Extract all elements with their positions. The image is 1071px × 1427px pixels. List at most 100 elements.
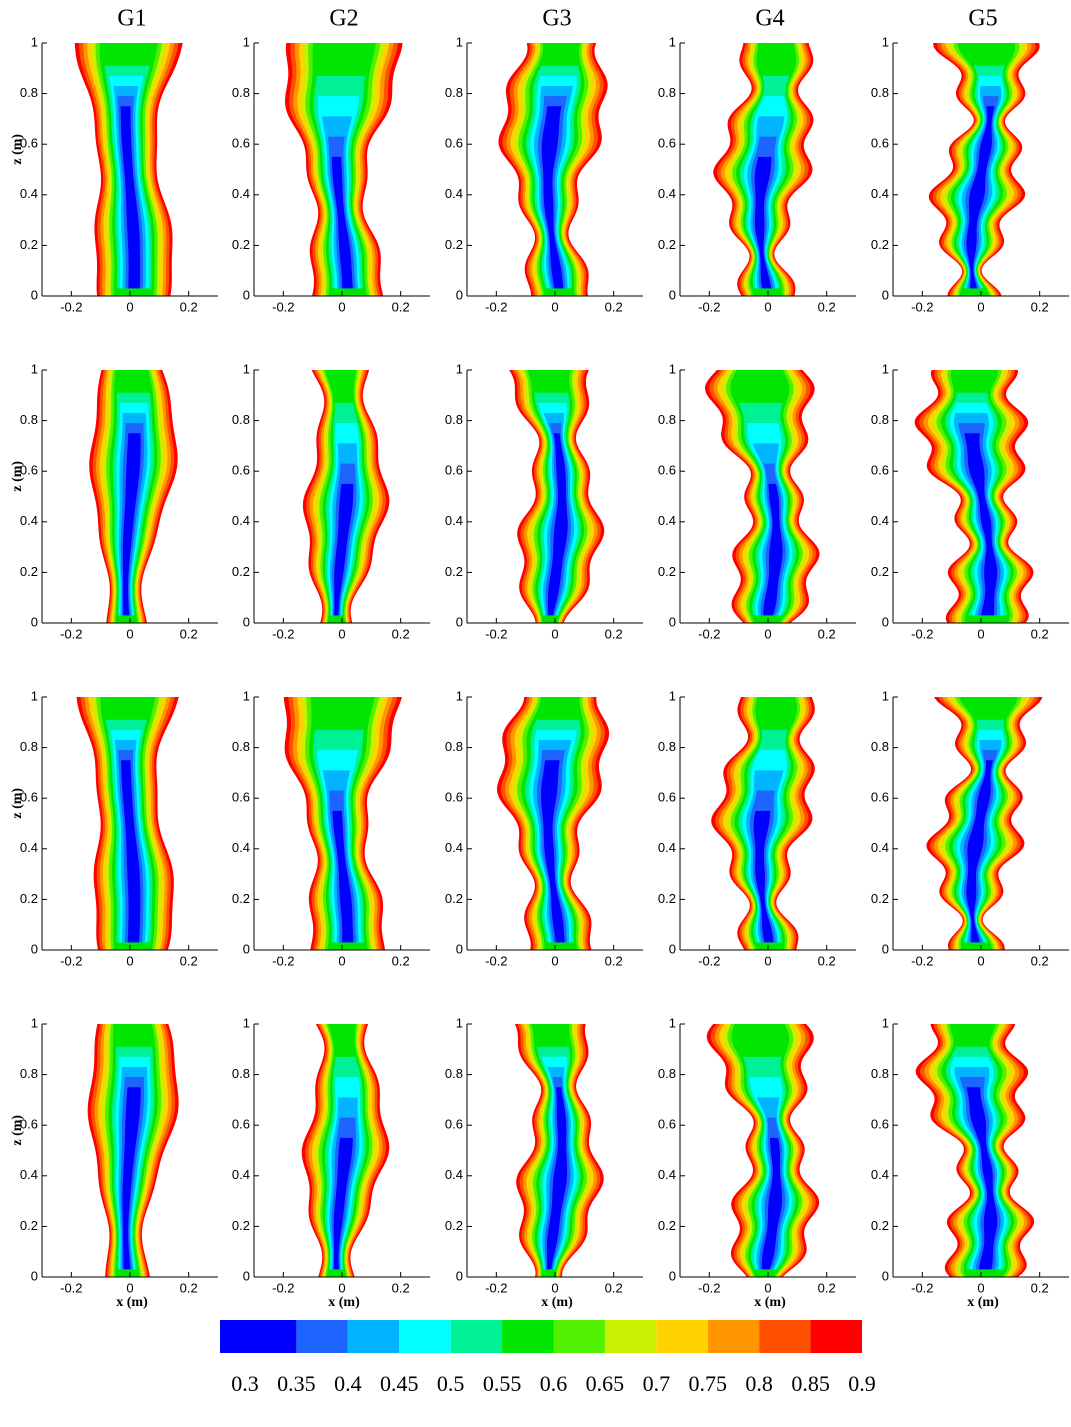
y-tick-label: 0.6 — [232, 136, 250, 151]
y-tick-label: 0 — [669, 1268, 676, 1283]
contour-band — [546, 1087, 568, 1270]
x-tick-label: -0.2 — [272, 299, 294, 314]
colorbar-box — [220, 1320, 297, 1353]
y-tick-label: 1 — [882, 688, 889, 703]
y-tick-label: 0.4 — [658, 1167, 676, 1182]
x-tick-label: -0.2 — [911, 299, 933, 314]
y-tick-label: 0.2 — [445, 237, 463, 252]
colorbar-box — [347, 1320, 400, 1353]
contour-band — [966, 1087, 998, 1270]
x-tick-label: 0.2 — [1031, 626, 1049, 641]
y-tick-label: 0.6 — [871, 136, 889, 151]
y-tick-label: 0.4 — [232, 186, 250, 201]
x-tick-label: 0.2 — [1031, 1280, 1049, 1295]
x-tick-label: -0.2 — [272, 953, 294, 968]
colorbar-box — [296, 1320, 348, 1353]
y-tick-label: 0.2 — [445, 564, 463, 579]
y-tick-label: 0.6 — [871, 463, 889, 478]
x-tick-label: 0 — [977, 626, 984, 641]
y-tick-label: 0.8 — [232, 1066, 250, 1081]
y-tick-label: 0.6 — [445, 790, 463, 805]
plume — [301, 1024, 390, 1277]
y-tick-label: 1 — [456, 361, 463, 376]
y-axis-label: z (m) — [10, 461, 25, 492]
plume — [514, 1024, 604, 1277]
x-tick-label: -0.2 — [485, 1280, 507, 1295]
y-tick-label: 0 — [882, 614, 889, 629]
y-tick-label: 0 — [882, 941, 889, 956]
x-tick-label: 0 — [764, 953, 771, 968]
y-tick-label: 0 — [31, 1268, 38, 1283]
x-tick-label: 0 — [338, 1280, 345, 1295]
y-tick-label: 0.4 — [871, 840, 889, 855]
plume — [498, 43, 608, 296]
x-tick-label: 0 — [764, 1280, 771, 1295]
y-tick-label: 0.2 — [232, 237, 250, 252]
x-tick-label: 0 — [338, 953, 345, 968]
x-tick-label: 0.2 — [605, 953, 623, 968]
column-title: G3 — [542, 6, 571, 32]
x-tick-label: 0 — [551, 953, 558, 968]
y-tick-label: 0.4 — [445, 186, 463, 201]
colorbar-label: 0.8 — [745, 1371, 773, 1396]
x-tick-label: 0.2 — [180, 299, 198, 314]
y-tick-label: 1 — [456, 1015, 463, 1030]
y-tick-label: 0 — [31, 941, 38, 956]
y-tick-label: 1 — [669, 34, 676, 49]
y-tick-label: 1 — [243, 1015, 250, 1030]
y-tick-label: 0.4 — [20, 513, 38, 528]
plume — [915, 1024, 1035, 1277]
y-tick-label: 0 — [882, 287, 889, 302]
x-tick-label: -0.2 — [272, 626, 294, 641]
plume — [89, 370, 178, 623]
contour-band — [331, 156, 353, 289]
x-tick-label: 0 — [338, 626, 345, 641]
colorbar-label: 0.35 — [277, 1371, 316, 1396]
contour-band — [966, 106, 995, 289]
y-tick-label: 0.6 — [232, 790, 250, 805]
y-tick-label: 0.6 — [658, 790, 676, 805]
y-tick-label: 0.8 — [658, 1066, 676, 1081]
x-tick-label: 0.2 — [818, 626, 836, 641]
y-tick-label: 0.8 — [232, 412, 250, 427]
x-tick-label: -0.2 — [60, 626, 82, 641]
x-tick-label: 0 — [126, 1280, 133, 1295]
contour-band — [966, 760, 993, 943]
x-tick-label: 0 — [551, 1280, 558, 1295]
y-tick-label: 0.4 — [871, 186, 889, 201]
x-tick-label: -0.2 — [911, 1280, 933, 1295]
plume — [74, 43, 183, 296]
x-tick-label: -0.2 — [698, 1280, 720, 1295]
y-tick-label: 1 — [31, 688, 38, 703]
x-axis-label: x (m) — [328, 1295, 360, 1310]
y-tick-label: 0.2 — [871, 1218, 889, 1233]
y-tick-label: 0.8 — [445, 739, 463, 754]
y-axis-label: z (m) — [10, 134, 25, 165]
y-tick-label: 0.2 — [232, 564, 250, 579]
y-tick-label: 1 — [31, 361, 38, 376]
y-tick-label: 0.4 — [232, 1167, 250, 1182]
y-tick-label: 1 — [669, 688, 676, 703]
x-tick-label: -0.2 — [485, 626, 507, 641]
x-tick-label: -0.2 — [60, 299, 82, 314]
contour-band — [541, 106, 564, 289]
y-tick-label: 1 — [882, 1015, 889, 1030]
x-tick-label: 0.2 — [392, 626, 410, 641]
plume — [704, 370, 820, 623]
y-tick-label: 0.8 — [871, 739, 889, 754]
y-tick-label: 0 — [31, 614, 38, 629]
x-tick-label: -0.2 — [272, 1280, 294, 1295]
colorbar-box — [604, 1320, 657, 1353]
x-tick-label: 0 — [977, 1280, 984, 1295]
y-tick-label: 0.8 — [20, 412, 38, 427]
y-tick-label: 0.4 — [20, 1167, 38, 1182]
x-tick-label: 0.2 — [180, 1280, 198, 1295]
y-tick-label: 0.4 — [658, 513, 676, 528]
x-axis-label: x (m) — [541, 1295, 573, 1310]
y-tick-label: 1 — [456, 34, 463, 49]
x-tick-label: 0.2 — [818, 299, 836, 314]
y-tick-label: 0.8 — [20, 85, 38, 100]
x-tick-label: 0.2 — [180, 953, 198, 968]
y-tick-label: 0.2 — [20, 1218, 38, 1233]
y-tick-label: 1 — [669, 361, 676, 376]
